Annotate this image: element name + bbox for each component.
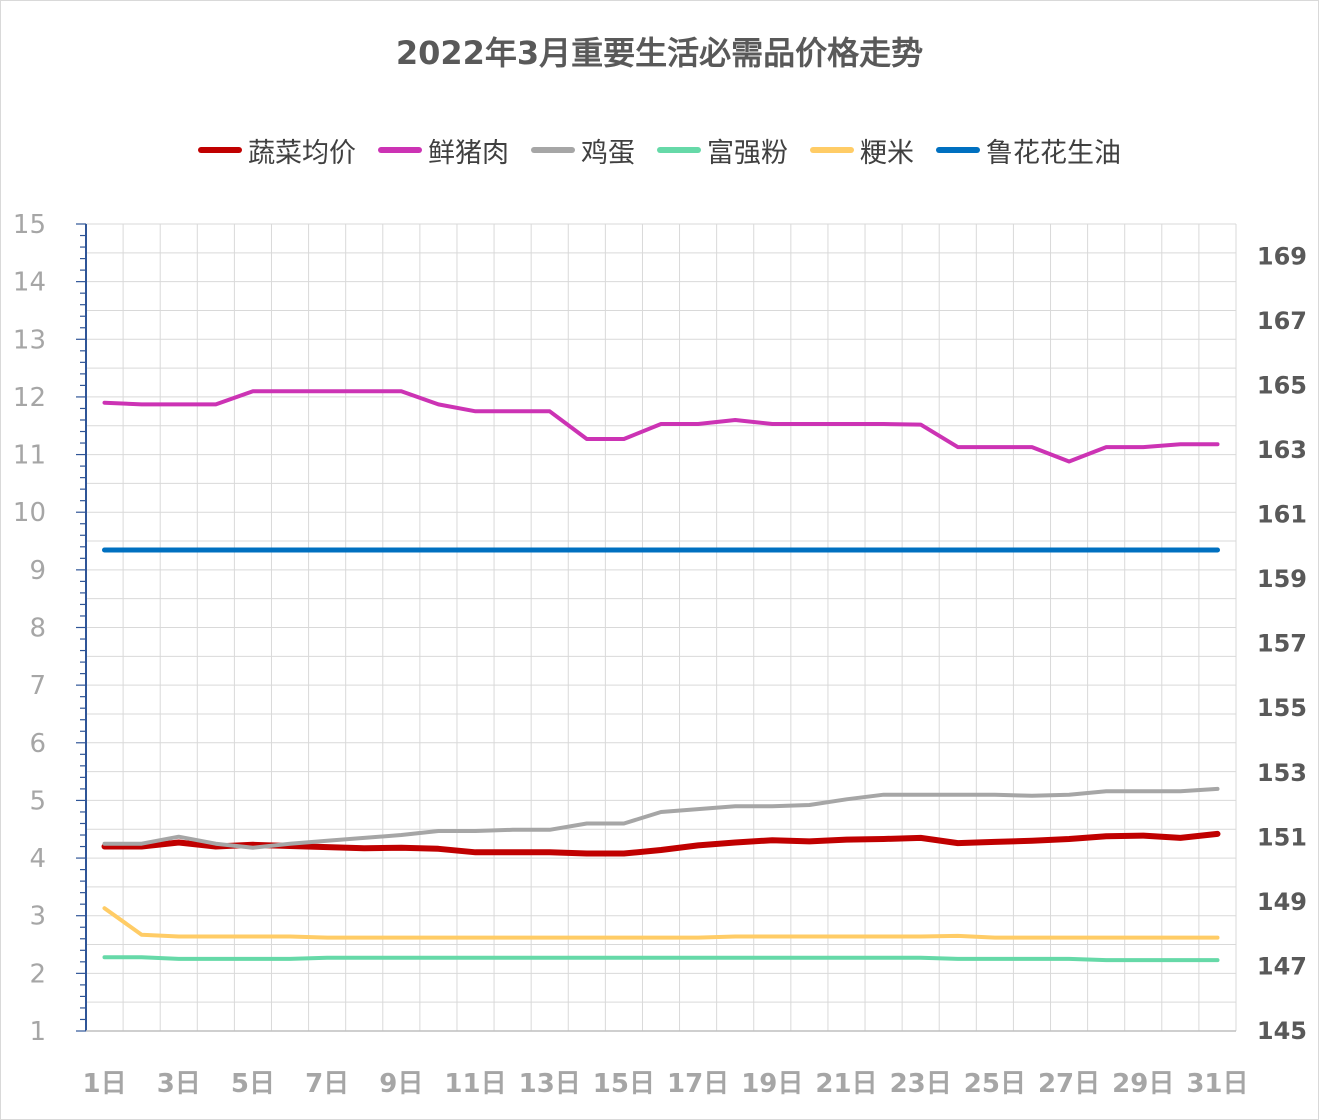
- legend-item: 蔬菜均价: [198, 131, 356, 170]
- x-tick-label: 15日: [593, 1069, 655, 1099]
- left-tick-label: 2: [29, 959, 46, 989]
- x-tick-label: 1日: [83, 1069, 127, 1099]
- left-tick-label: 12: [13, 383, 46, 413]
- series-line-4: [102, 955, 1220, 963]
- legend-label: 蔬菜均价: [248, 137, 356, 169]
- left-tick-label: 11: [13, 441, 46, 471]
- legend-label: 鲁花花生油: [986, 137, 1121, 169]
- x-tick-label: 19日: [741, 1069, 803, 1099]
- right-tick-label: 167: [1257, 307, 1307, 335]
- right-tick-label: 163: [1257, 436, 1307, 464]
- right-tick-label: 155: [1257, 694, 1307, 722]
- x-tick-label: 13日: [519, 1069, 581, 1099]
- x-tick-label: 5日: [231, 1069, 275, 1099]
- x-tick-label: 31日: [1186, 1069, 1248, 1099]
- right-tick-label: 165: [1257, 371, 1307, 399]
- right-tick-label: 147: [1257, 952, 1307, 980]
- legend-swatch: [657, 147, 701, 153]
- chart-legend: 蔬菜均价 鲜猪肉 鸡蛋 富强粉 粳米 鲁花花生油: [0, 128, 1319, 172]
- legend-item: 富强粉: [657, 131, 788, 170]
- left-tick-label: 6: [29, 729, 46, 759]
- x-tick-label: 9日: [379, 1069, 423, 1099]
- right-tick-label: 153: [1257, 759, 1307, 787]
- left-tick-label: 5: [29, 786, 46, 816]
- right-tick-label: 151: [1257, 823, 1307, 851]
- left-tick-label: 10: [13, 498, 46, 528]
- series-line-3: [102, 786, 1220, 850]
- legend-label: 鸡蛋: [581, 137, 635, 169]
- legend-label: 鲜猪肉: [428, 137, 509, 169]
- x-tick-label: 23日: [890, 1069, 952, 1099]
- legend-label: 粳米: [860, 137, 914, 169]
- series-line-1: [101, 830, 1221, 857]
- left-tick-label: 13: [13, 325, 46, 355]
- legend-swatch: [810, 147, 854, 153]
- x-tick-label: 17日: [667, 1069, 729, 1099]
- legend-item: 鲜猪肉: [378, 131, 509, 170]
- left-tick-label: 8: [29, 614, 46, 644]
- right-tick-label: 157: [1257, 630, 1307, 658]
- left-tick-label: 1: [29, 1017, 46, 1047]
- left-tick-label: 7: [29, 671, 46, 701]
- right-tick-label: 149: [1257, 888, 1307, 916]
- right-tick-label: 145: [1257, 1017, 1307, 1045]
- legend-label: 富强粉: [707, 137, 788, 169]
- left-tick-label: 14: [13, 268, 46, 298]
- series-line-2: [102, 389, 1220, 464]
- x-tick-label: 25日: [964, 1069, 1026, 1099]
- x-tick-label: 3日: [157, 1069, 201, 1099]
- left-tick-label: 4: [29, 844, 46, 874]
- left-tick-label: 3: [29, 902, 46, 932]
- legend-item: 鸡蛋: [531, 131, 635, 170]
- chart-title: 2022年3月重要生活必需品价格走势: [395, 34, 924, 72]
- legend-swatch: [936, 147, 980, 153]
- x-tick-label: 21日: [815, 1069, 877, 1099]
- legend-swatch: [198, 147, 242, 153]
- left-tick-label: 9: [29, 556, 46, 586]
- x-tick-label: 11日: [444, 1069, 506, 1099]
- legend-item: 鲁花花生油: [936, 131, 1121, 170]
- series-line-5: [102, 906, 1220, 940]
- legend-swatch: [531, 147, 575, 153]
- left-tick-label: 15: [13, 210, 46, 240]
- x-tick-label: 29日: [1112, 1069, 1174, 1099]
- x-tick-label: 27日: [1038, 1069, 1100, 1099]
- right-tick-label: 169: [1257, 242, 1307, 270]
- x-tick-label: 7日: [305, 1069, 349, 1099]
- legend-item: 粳米: [810, 131, 914, 170]
- right-tick-label: 159: [1257, 565, 1307, 593]
- legend-swatch: [378, 147, 422, 153]
- right-tick-label: 161: [1257, 501, 1307, 529]
